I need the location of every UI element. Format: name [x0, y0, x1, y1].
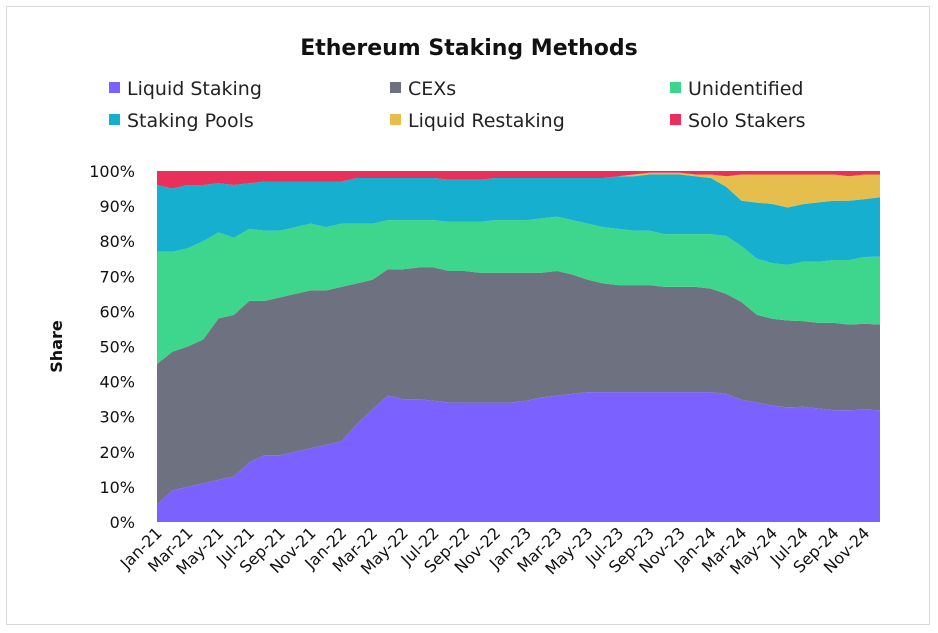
y-tick-label: 100% — [89, 162, 135, 181]
y-tick-label: 20% — [99, 443, 135, 462]
y-tick-label: 0% — [110, 513, 135, 532]
legend-swatch — [670, 114, 681, 125]
legend-label: Solo Stakers — [688, 110, 806, 132]
y-tick-label: 60% — [99, 302, 135, 321]
legend-item-unidentified: Unidentified — [670, 78, 803, 100]
legend-swatch — [109, 82, 120, 93]
y-tick-label: 90% — [99, 197, 135, 216]
legend-label: CEXs — [408, 78, 457, 100]
y-axis-label: Share — [47, 320, 66, 373]
legend-item-cexs: CEXs — [390, 78, 456, 100]
legend-item-staking-pools: Staking Pools — [109, 110, 254, 132]
legend-swatch — [670, 82, 681, 93]
legend-item-solo-stakers: Solo Stakers — [670, 110, 806, 132]
area-cexs — [157, 267, 880, 505]
area-unidentified — [157, 216, 880, 365]
y-tick-label: 10% — [99, 478, 135, 497]
area-staking-pools — [157, 174, 880, 265]
legend-item-liquid-staking: Liquid Staking — [109, 78, 262, 100]
area-liquid-restaking — [157, 172, 880, 208]
y-tick-label: 70% — [99, 267, 135, 286]
y-tick-label: 50% — [99, 338, 135, 357]
y-tick-label: 40% — [99, 373, 135, 392]
legend-swatch — [109, 114, 120, 125]
area-liquid-staking — [157, 392, 880, 522]
legend-item-liquid-restaking: Liquid Restaking — [390, 110, 565, 132]
legend-swatch — [390, 114, 401, 125]
legend-label: Unidentified — [688, 78, 804, 100]
chart-title: Ethereum Staking Methods — [300, 36, 638, 61]
y-tick-label: 30% — [99, 408, 135, 427]
area-solo-stakers — [157, 171, 880, 189]
legend-label: Liquid Staking — [127, 78, 262, 100]
legend-label: Liquid Restaking — [408, 110, 565, 132]
y-tick-label: 80% — [99, 232, 135, 251]
legend-label: Staking Pools — [127, 110, 254, 132]
legend-swatch — [390, 82, 401, 93]
